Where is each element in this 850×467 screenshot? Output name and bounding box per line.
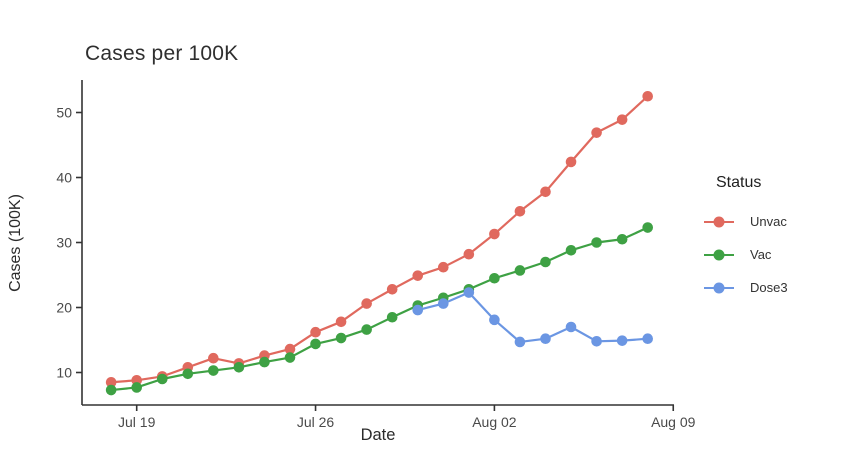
x-tick-label: Jul 26 [297, 414, 335, 430]
data-point-vac [105, 384, 117, 396]
legend-entry-vac: Vac [704, 238, 788, 271]
series-line-vac [110, 226, 649, 392]
unvac-series-key-icon [704, 216, 734, 228]
data-point-vac [514, 265, 526, 276]
data-point-vac [208, 365, 219, 376]
y-tick-label: 30 [56, 235, 72, 251]
legend-label-vac: Vac [750, 247, 772, 262]
legend: Status Unvac Vac Dose3 [704, 174, 788, 304]
data-point-dose3 [540, 333, 551, 345]
data-point-dose3 [514, 336, 526, 348]
data-point-dose3 [565, 321, 577, 333]
data-point-unvac [335, 316, 347, 328]
data-point-dose3 [438, 298, 449, 309]
data-point-unvac [208, 352, 219, 364]
data-point-dose3 [412, 304, 424, 316]
legend-entry-unvac: Unvac [704, 205, 788, 238]
chart-title: Cases per 100K [85, 42, 239, 65]
data-point-vac [386, 311, 398, 323]
vac-series-key-icon [704, 249, 734, 261]
data-point-unvac [105, 376, 117, 388]
data-point-dose3 [463, 287, 475, 298]
data-point-unvac [412, 270, 424, 281]
data-point-vac [642, 222, 653, 233]
data-point-unvac [540, 186, 551, 198]
data-point-dose3 [489, 314, 500, 326]
data-point-unvac [310, 326, 321, 338]
data-point-vac [233, 362, 245, 373]
legend-title: Status [716, 174, 762, 191]
data-point-vac [131, 382, 142, 393]
y-tick-label: 40 [56, 170, 72, 186]
data-point-unvac [284, 343, 296, 355]
x-tick-label: Aug 09 [651, 414, 696, 430]
data-point-unvac [642, 90, 653, 102]
x-axis-title: Date [360, 426, 396, 444]
data-point-dose3 [591, 336, 602, 347]
data-point-unvac [514, 206, 526, 217]
series-line-unvac [110, 95, 649, 384]
data-point-unvac [386, 284, 398, 295]
x-tick-label: Jul 19 [118, 414, 156, 430]
y-tick-label: 50 [56, 105, 72, 121]
data-point-vac [310, 338, 321, 350]
legend-entry-dose3: Dose3 [704, 271, 788, 304]
data-point-vac [284, 352, 296, 363]
data-point-vac [259, 356, 270, 368]
data-point-unvac [565, 156, 577, 168]
data-point-unvac [463, 248, 475, 260]
y-tick-label: 10 [56, 365, 72, 381]
data-point-unvac [438, 261, 449, 273]
data-point-vac [182, 368, 194, 380]
dose3-series-key-icon [704, 282, 734, 294]
y-tick-label: 20 [56, 300, 72, 316]
x-tick-label: Aug 02 [472, 414, 517, 430]
data-point-unvac [489, 228, 500, 240]
data-point-vac [489, 272, 500, 284]
y-axis-title: Cases (100K) [7, 194, 24, 292]
data-point-vac [361, 324, 372, 335]
data-point-vac [335, 332, 347, 344]
data-point-unvac [616, 114, 628, 125]
data-point-dose3 [642, 333, 653, 345]
data-point-vac [565, 245, 577, 256]
data-point-dose3 [616, 335, 628, 346]
data-point-vac [540, 256, 551, 268]
data-point-unvac [361, 298, 372, 309]
data-point-vac [156, 373, 168, 385]
data-point-vac [591, 237, 602, 248]
legend-label-unvac: Unvac [750, 214, 787, 229]
legend-label-dose3: Dose3 [750, 280, 788, 295]
data-point-unvac [591, 127, 602, 138]
data-point-vac [616, 233, 628, 245]
series-line-dose3 [416, 291, 649, 344]
